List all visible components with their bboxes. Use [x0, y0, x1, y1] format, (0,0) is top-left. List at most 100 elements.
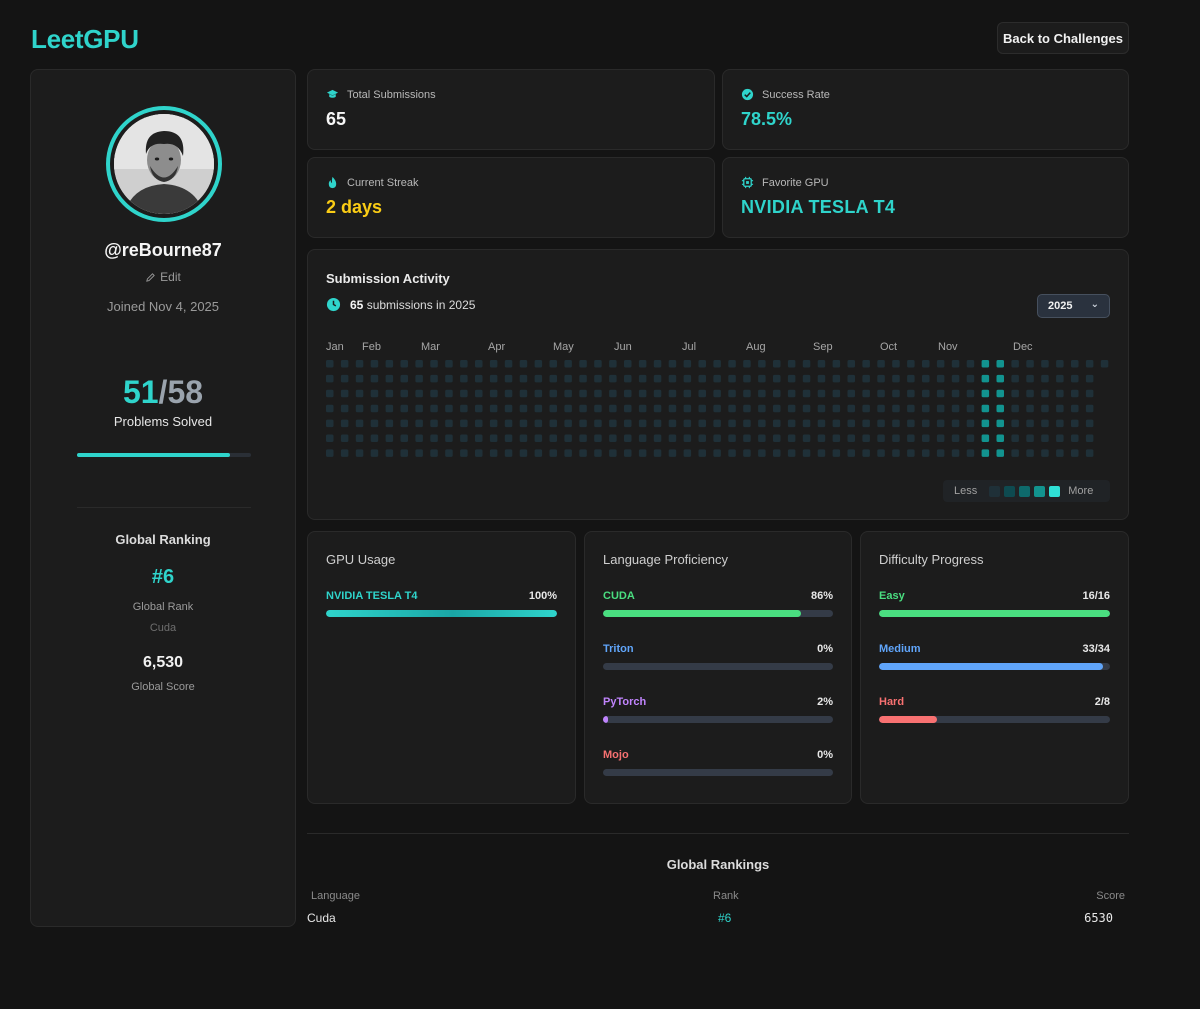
heatmap-cell[interactable] — [1011, 360, 1019, 368]
heatmap-cell[interactable] — [817, 434, 826, 443]
heatmap-cell[interactable] — [355, 404, 364, 413]
heatmap-cell[interactable] — [1026, 404, 1034, 413]
heatmap-cell[interactable] — [728, 404, 736, 413]
heatmap-cell[interactable] — [683, 404, 692, 413]
heatmap-cell[interactable] — [638, 404, 647, 413]
heatmap-cell[interactable] — [385, 419, 394, 428]
heatmap-cell[interactable] — [892, 360, 900, 368]
heatmap-cell[interactable] — [579, 449, 587, 457]
heatmap-cell[interactable] — [385, 360, 394, 368]
heatmap-cell[interactable] — [1026, 389, 1034, 398]
heatmap-cell[interactable] — [683, 389, 692, 398]
heatmap-cell[interactable] — [400, 434, 409, 443]
heatmap-cell[interactable] — [892, 434, 900, 443]
heatmap-cell[interactable] — [460, 360, 468, 368]
heatmap-cell[interactable] — [922, 389, 930, 398]
heatmap-cell[interactable] — [698, 449, 707, 457]
heatmap-cell[interactable] — [907, 434, 915, 443]
heatmap-cell[interactable] — [475, 360, 483, 368]
heatmap-cell[interactable] — [862, 374, 870, 383]
heatmap-cell[interactable] — [1056, 434, 1064, 443]
heatmap-cell[interactable] — [668, 374, 677, 383]
heatmap-cell[interactable] — [802, 404, 811, 413]
heatmap-cell[interactable] — [683, 374, 692, 383]
heatmap-cell[interactable] — [981, 449, 990, 457]
heatmap-cell[interactable] — [802, 360, 811, 368]
heatmap-cell[interactable] — [326, 434, 334, 443]
heatmap-cell[interactable] — [504, 449, 513, 457]
heatmap-cell[interactable] — [519, 360, 528, 368]
heatmap-cell[interactable] — [698, 404, 707, 413]
heatmap-cell[interactable] — [758, 404, 766, 413]
heatmap-cell[interactable] — [728, 389, 736, 398]
heatmap-cell[interactable] — [996, 449, 1005, 457]
heatmap-cell[interactable] — [787, 374, 796, 383]
heatmap-cell[interactable] — [936, 404, 945, 413]
heatmap-cell[interactable] — [400, 404, 409, 413]
heatmap-cell[interactable] — [519, 374, 528, 383]
heatmap-cell[interactable] — [504, 389, 513, 398]
heatmap-cell[interactable] — [624, 404, 632, 413]
heatmap-cell[interactable] — [728, 360, 736, 368]
heatmap-cell[interactable] — [817, 360, 826, 368]
heatmap-cell[interactable] — [832, 434, 841, 443]
heatmap-cell[interactable] — [609, 389, 617, 398]
heatmap-cell[interactable] — [370, 404, 379, 413]
heatmap-cell[interactable] — [668, 389, 677, 398]
heatmap-cell[interactable] — [936, 419, 945, 428]
heatmap-cell[interactable] — [951, 419, 960, 428]
heatmap-cell[interactable] — [951, 360, 960, 368]
heatmap-cell[interactable] — [922, 419, 930, 428]
heatmap-cell[interactable] — [1011, 449, 1019, 457]
heatmap-cell[interactable] — [579, 419, 587, 428]
heatmap-cell[interactable] — [653, 404, 662, 413]
heatmap-cell[interactable] — [385, 389, 394, 398]
heatmap-cell[interactable] — [787, 389, 796, 398]
heatmap-cell[interactable] — [430, 404, 438, 413]
heatmap-cell[interactable] — [385, 374, 394, 383]
heatmap-cell[interactable] — [773, 360, 781, 368]
heatmap-cell[interactable] — [460, 449, 468, 457]
heatmap-cell[interactable] — [743, 374, 751, 383]
heatmap-cell[interactable] — [1041, 360, 1049, 368]
heatmap-cell[interactable] — [340, 404, 349, 413]
heatmap-cell[interactable] — [489, 449, 498, 457]
heatmap-cell[interactable] — [594, 404, 602, 413]
heatmap-cell[interactable] — [609, 360, 617, 368]
heatmap-cell[interactable] — [817, 389, 826, 398]
heatmap-cell[interactable] — [534, 449, 543, 457]
heatmap-cell[interactable] — [415, 449, 423, 457]
heatmap-cell[interactable] — [519, 404, 528, 413]
heatmap-cell[interactable] — [460, 419, 468, 428]
heatmap-cell[interactable] — [713, 360, 721, 368]
heatmap-cell[interactable] — [683, 434, 692, 443]
heatmap-cell[interactable] — [981, 419, 990, 428]
heatmap-cell[interactable] — [460, 389, 468, 398]
heatmap-cell[interactable] — [713, 389, 721, 398]
heatmap-cell[interactable] — [1071, 449, 1079, 457]
heatmap-cell[interactable] — [400, 389, 409, 398]
heatmap-cell[interactable] — [489, 434, 498, 443]
heatmap-cell[interactable] — [892, 404, 900, 413]
heatmap-cell[interactable] — [817, 419, 826, 428]
heatmap-cell[interactable] — [340, 434, 349, 443]
heatmap-cell[interactable] — [698, 374, 707, 383]
heatmap-cell[interactable] — [966, 434, 975, 443]
heatmap-cell[interactable] — [1071, 374, 1079, 383]
heatmap-cell[interactable] — [996, 434, 1005, 443]
heatmap-cell[interactable] — [579, 360, 587, 368]
heatmap-cell[interactable] — [489, 374, 498, 383]
heatmap-cell[interactable] — [400, 449, 409, 457]
heatmap-cell[interactable] — [847, 449, 856, 457]
heatmap-cell[interactable] — [728, 449, 736, 457]
heatmap-cell[interactable] — [415, 374, 423, 383]
heatmap-cell[interactable] — [564, 434, 572, 443]
heatmap-cell[interactable] — [564, 389, 572, 398]
heatmap-cell[interactable] — [624, 434, 632, 443]
heatmap-cell[interactable] — [907, 404, 915, 413]
heatmap-cell[interactable] — [638, 374, 647, 383]
heatmap-cell[interactable] — [907, 360, 915, 368]
heatmap-cell[interactable] — [698, 389, 707, 398]
heatmap-cell[interactable] — [966, 404, 975, 413]
heatmap-cell[interactable] — [609, 434, 617, 443]
